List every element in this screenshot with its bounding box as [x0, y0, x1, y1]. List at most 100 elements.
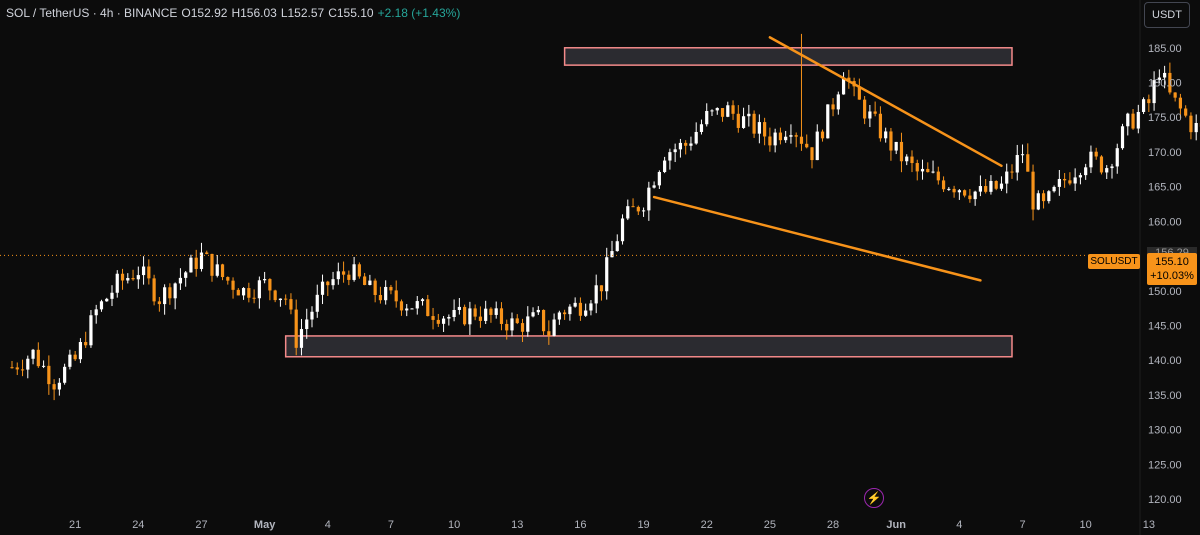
- candle-body: [147, 266, 151, 279]
- candle-body: [863, 99, 867, 119]
- candle-body: [1120, 126, 1125, 149]
- candle-body: [257, 280, 261, 299]
- candle-body: [610, 251, 614, 258]
- candle-body: [231, 280, 235, 290]
- candle-body: [84, 342, 88, 346]
- candle-body: [168, 287, 172, 299]
- candle-body: [699, 124, 704, 132]
- candle-body: [363, 276, 367, 285]
- candle-body: [647, 187, 651, 211]
- candle-body: [1115, 148, 1119, 167]
- price-tick-label: 170.00: [1148, 147, 1182, 159]
- candle-body: [452, 309, 456, 318]
- candle-body: [184, 272, 188, 278]
- candle-body: [594, 285, 598, 304]
- close-value: C155.10: [328, 6, 374, 20]
- candle-body: [463, 306, 467, 325]
- candle-body: [968, 195, 972, 200]
- candle-body: [1020, 154, 1025, 156]
- candle-body: [1168, 72, 1172, 93]
- candle-body: [826, 104, 830, 139]
- candle-body: [1163, 72, 1167, 78]
- candle-body: [494, 308, 498, 315]
- candle-body: [815, 131, 819, 161]
- candle-body: [568, 306, 572, 315]
- candle-body: [1052, 186, 1056, 192]
- candle-body: [941, 180, 946, 190]
- candle-body: [215, 264, 219, 276]
- candle-body: [926, 168, 930, 173]
- candle-body: [447, 317, 451, 319]
- time-tick-label: 7: [388, 519, 394, 531]
- candle-body: [110, 292, 114, 299]
- candle-body: [957, 190, 961, 193]
- time-tick-label: 21: [69, 519, 81, 531]
- candle-body: [736, 113, 740, 128]
- flash-icon[interactable]: ⚡: [864, 488, 884, 508]
- candle-body: [352, 264, 356, 280]
- candle-body: [547, 331, 551, 336]
- candle-body: [99, 301, 104, 310]
- candle-body: [1063, 178, 1067, 181]
- currency-button[interactable]: USDT: [1144, 2, 1190, 28]
- candle-body: [1184, 108, 1188, 116]
- candle-body: [720, 108, 725, 117]
- candle-body: [741, 116, 746, 128]
- candle-body: [15, 367, 19, 370]
- candle-body: [394, 290, 398, 302]
- candle-body: [415, 301, 419, 309]
- candle-body: [73, 354, 77, 360]
- time-tick-label: 13: [1143, 519, 1155, 531]
- candle-body: [984, 186, 988, 192]
- candle-body: [757, 122, 761, 134]
- price-tick-label: 140.00: [1148, 355, 1182, 367]
- candle-body: [178, 277, 183, 284]
- time-tick-label: 25: [764, 519, 776, 531]
- candle-body: [994, 181, 998, 189]
- candle-body: [652, 185, 656, 188]
- price-tick-label: 165.00: [1148, 182, 1182, 194]
- candle-body: [405, 308, 409, 311]
- time-tick-label: 10: [448, 519, 460, 531]
- time-tick-label: 22: [701, 519, 713, 531]
- candle-body: [552, 319, 556, 336]
- symbol-title[interactable]: SOL / TetherUS · 4h · BINANCE: [6, 6, 178, 20]
- candle-body: [831, 104, 835, 110]
- price-tick-label: 120.00: [1148, 494, 1182, 506]
- candle-body: [20, 369, 25, 371]
- candle-body: [131, 278, 135, 280]
- candle-body: [752, 113, 756, 134]
- candle-body: [341, 271, 346, 275]
- time-tick-label: 4: [325, 519, 331, 531]
- candle-body: [205, 252, 209, 254]
- candle-body: [499, 308, 504, 324]
- candle-body: [57, 382, 61, 390]
- candle-body: [963, 190, 967, 196]
- candle-body: [605, 257, 609, 292]
- candle-body: [310, 311, 314, 320]
- candle-body: [41, 365, 46, 367]
- candle-body: [573, 302, 577, 307]
- low-value: L152.57: [280, 6, 325, 20]
- candle-body: [747, 113, 751, 117]
- candle-body: [1073, 177, 1077, 184]
- candle-body: [820, 131, 825, 139]
- candle-body: [841, 77, 846, 95]
- zone-rect-1: [284, 335, 1013, 358]
- candle-body: [89, 315, 93, 346]
- time-tick-label: 24: [132, 519, 144, 531]
- time-tick-label: 7: [1019, 519, 1025, 531]
- candle-body: [526, 316, 530, 332]
- candle-body: [1015, 155, 1019, 173]
- candle-body: [778, 132, 783, 141]
- symbol-header: SOL / TetherUS · 4h · BINANCE O152.92 H1…: [6, 6, 460, 20]
- trendline-1: [652, 195, 982, 282]
- candle-body: [584, 310, 588, 316]
- candle-body: [789, 135, 793, 137]
- candle-body: [478, 316, 483, 321]
- candle-body: [1194, 122, 1198, 133]
- candle-body: [1036, 193, 1040, 210]
- candle-body: [557, 312, 561, 320]
- candle-body: [426, 299, 430, 317]
